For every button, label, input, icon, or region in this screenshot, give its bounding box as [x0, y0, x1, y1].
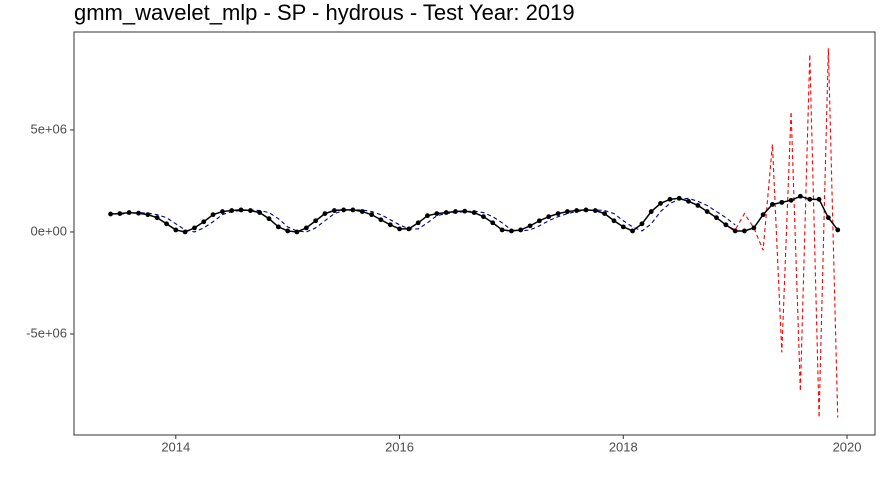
data-point [453, 209, 458, 214]
data-point [714, 215, 719, 221]
data-point [266, 216, 272, 222]
data-point [536, 218, 542, 224]
data-point [527, 223, 533, 229]
data-point [509, 228, 514, 234]
data-point [397, 226, 402, 232]
y-tick-label: 5e+06 [30, 121, 67, 136]
data-point [648, 209, 654, 214]
data-point [611, 218, 617, 224]
data-point [807, 196, 813, 202]
data-point [201, 219, 207, 225]
data-point [220, 209, 225, 214]
data-point [797, 193, 803, 199]
x-tick-label: 2020 [833, 439, 862, 454]
data-point [406, 226, 412, 232]
data-point [658, 201, 663, 206]
data-point [313, 218, 319, 224]
data-point [294, 229, 300, 235]
data-point [359, 209, 365, 214]
x-tick-label: 2016 [385, 439, 414, 454]
data-point [490, 220, 496, 226]
data-point [518, 227, 524, 233]
data-point [546, 214, 552, 220]
data-point [425, 213, 430, 219]
data-point [462, 208, 468, 214]
data-point [760, 212, 766, 218]
data-point [145, 212, 151, 218]
data-point [154, 215, 160, 221]
data-point [322, 211, 328, 217]
series-line [119, 197, 736, 233]
data-point [341, 207, 347, 213]
data-point [136, 210, 141, 216]
data-point [210, 212, 216, 218]
chart-title: gmm_wavelet_mlp - SP - hydrous - Test Ye… [74, 0, 575, 25]
data-point [825, 215, 831, 221]
data-point [173, 227, 179, 233]
data-point [369, 212, 374, 218]
data-point [499, 227, 505, 233]
data-point [835, 227, 841, 233]
data-point [350, 207, 356, 213]
data-point [117, 211, 123, 217]
data-point [415, 220, 421, 226]
data-point [285, 228, 291, 234]
data-point [676, 195, 682, 201]
data-point [704, 209, 710, 214]
data-point [182, 229, 188, 235]
data-point [275, 224, 281, 230]
y-tick-label: -5e+06 [26, 325, 67, 340]
data-point [108, 211, 113, 217]
plot-panel [73, 31, 876, 436]
data-point [742, 228, 747, 234]
data-point [686, 198, 691, 204]
data-point [229, 208, 235, 213]
data-point [583, 207, 589, 213]
data-point [639, 221, 645, 227]
x-tick-label: 2018 [609, 439, 638, 454]
data-point [378, 217, 384, 223]
data-point [770, 202, 775, 207]
data-point [564, 209, 570, 214]
data-point [443, 210, 449, 215]
data-point [387, 222, 393, 228]
data-point [630, 228, 635, 234]
data-point [667, 196, 673, 202]
data-point [434, 211, 440, 217]
data-point [816, 196, 822, 202]
data-point [555, 211, 561, 217]
data-point [788, 197, 794, 203]
data-point [602, 211, 608, 217]
data-point [574, 208, 580, 213]
data-point [732, 228, 738, 234]
data-point [248, 208, 253, 213]
series-line [706, 48, 839, 418]
data-point [303, 225, 309, 231]
data-point [592, 208, 598, 213]
data-point [126, 210, 132, 215]
data-point [471, 210, 477, 215]
data-point [331, 208, 337, 213]
x-tick-label: 2014 [161, 439, 190, 454]
data-point [481, 214, 486, 220]
data-point [164, 221, 169, 227]
data-point [695, 203, 701, 208]
data-point [192, 225, 197, 231]
data-point [779, 199, 785, 205]
y-tick-label: 0e+00 [30, 223, 67, 238]
data-point [723, 222, 729, 228]
data-point [751, 225, 757, 231]
data-point [257, 210, 263, 215]
data-point [238, 207, 244, 213]
data-point [620, 224, 626, 230]
